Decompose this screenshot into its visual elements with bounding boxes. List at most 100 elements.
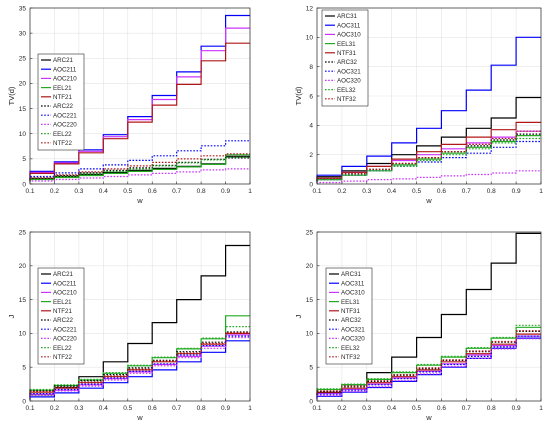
- legend-entry: ARC32: [337, 59, 358, 66]
- legend-entry: AOC310: [341, 290, 365, 297]
- series-line-aoc220: [29, 168, 250, 183]
- legend-entry: EEL21: [53, 299, 72, 306]
- axes-box: [29, 231, 251, 402]
- y-tick-label: 20: [306, 263, 314, 270]
- legend-entry: AOC320: [341, 336, 365, 343]
- x-tick-label: 0.7: [462, 188, 471, 195]
- y-tick-label: 5: [22, 156, 26, 163]
- x-tick-label: 0.3: [362, 405, 371, 412]
- series-line-aoc311: [316, 36, 541, 180]
- x-tick-label: 0.9: [512, 405, 521, 412]
- x-tick-label: 0.3: [74, 405, 83, 412]
- y-tick-label: 0: [309, 398, 313, 405]
- legend-entry: EEL22: [53, 131, 72, 138]
- y-tick-label: 10: [19, 331, 27, 338]
- legend-entry: AOC321: [341, 326, 365, 333]
- y-tick-label: 2: [309, 152, 313, 159]
- legend-entry: AOC210: [53, 290, 77, 297]
- series-line-arc22: [29, 331, 250, 395]
- legend-entry: NTF22: [53, 354, 72, 361]
- x-tick-label: 0.1: [312, 188, 321, 195]
- x-tick-label: 0.4: [99, 405, 108, 412]
- chart-panel-4: 0.1 0.2 0.3 0.4 0.5 0.6 0.7 0.8 0.9 10510152025wJ…: [294, 229, 543, 422]
- y-tick-label: 15: [19, 106, 27, 113]
- legend-entry: EEL31: [341, 299, 360, 306]
- y-tick-label: 4: [309, 123, 313, 130]
- y-tick-label: 10: [306, 331, 314, 338]
- series-group: [29, 244, 250, 400]
- x-tick-label: 0.3: [74, 188, 83, 195]
- series-line-aoc320: [316, 338, 541, 399]
- x-tick-label: 0.8: [197, 405, 206, 412]
- legend-entry: ARC31: [341, 271, 362, 278]
- x-tick-label: 1: [539, 405, 543, 412]
- x-tick-label: 0.4: [99, 188, 108, 195]
- legend: ARC31 AOC311 AOC310 EEL31 NTF31 ARC32 AOC321 AO…: [321, 9, 369, 107]
- series-group: [29, 14, 250, 183]
- axes-box: [29, 7, 251, 185]
- x-axis-label: w: [136, 196, 143, 205]
- x-tick-label: 0.6: [148, 188, 157, 195]
- legend-entry: EEL22: [53, 345, 72, 352]
- x-tick-label: 0.5: [412, 405, 421, 412]
- x-tick-label: 0.9: [512, 188, 521, 195]
- legend-entry: EEL21: [53, 85, 72, 92]
- legend-entry: AOC210: [53, 76, 77, 83]
- legend-entry: AOC220: [53, 122, 77, 129]
- x-tick-label: 0.8: [487, 188, 496, 195]
- legend-entry: NTF31: [341, 308, 360, 315]
- y-tick-label: 35: [19, 5, 27, 12]
- x-tick-label: 0.5: [123, 405, 132, 412]
- series-line-ntf21: [29, 42, 250, 180]
- x-axis-label: w: [425, 413, 432, 422]
- series-line-eel32: [316, 324, 541, 393]
- series-group: [316, 232, 541, 400]
- x-tick-label: 0.4: [387, 188, 396, 195]
- x-tick-label: 0.1: [25, 188, 34, 195]
- y-tick-label: 12: [306, 5, 314, 12]
- chart-panel-2: 0.1 0.2 0.3 0.4 0.5 0.6 0.7 0.8 0.9 1024681012wTV…: [294, 5, 543, 205]
- series-line-aoc320: [316, 170, 541, 184]
- x-tick-label: 0.8: [197, 188, 206, 195]
- y-axis-label: J: [7, 314, 16, 318]
- legend-entry: AOC211: [53, 66, 77, 73]
- x-tick-label: 0.5: [412, 188, 421, 195]
- x-tick-label: 0.6: [437, 405, 446, 412]
- legend-entry: AOC221: [53, 326, 77, 333]
- chart-panel-3: 0.1 0.2 0.3 0.4 0.5 0.6 0.7 0.8 0.9 10510152025wJ…: [7, 229, 252, 422]
- y-tick-label: 8: [309, 64, 313, 71]
- legend-entry: EEL31: [337, 41, 356, 48]
- series-line-eel32: [316, 137, 541, 183]
- legend-entry: NTF22: [53, 140, 72, 147]
- legend-entry: NTF21: [53, 94, 72, 101]
- x-tick-label: 0.2: [50, 188, 59, 195]
- legend: ARC31 AOC311 AOC310 EEL31 NTF31 ARC32 AOC321 AO…: [325, 267, 373, 365]
- y-tick-label: 6: [309, 93, 313, 100]
- x-tick-label: 0.7: [462, 405, 471, 412]
- y-tick-label: 10: [306, 35, 314, 42]
- y-tick-label: 25: [19, 229, 27, 236]
- legend-entry: AOC310: [337, 32, 361, 39]
- legend-entry: AOC220: [53, 336, 77, 343]
- x-tick-label: 0.6: [437, 188, 446, 195]
- y-tick-label: 25: [19, 56, 27, 63]
- legend-entry: AOC311: [337, 22, 361, 29]
- x-tick-label: 0.4: [387, 405, 396, 412]
- x-tick-label: 0.1: [312, 405, 321, 412]
- x-tick-label: 1: [539, 188, 543, 195]
- legend-entry: ARC32: [341, 317, 362, 324]
- x-tick-label: 0.7: [172, 188, 181, 195]
- series-line-ntf31: [316, 121, 541, 182]
- y-tick-label: 5: [22, 365, 26, 372]
- y-axis-label: TV(d): [7, 86, 16, 105]
- y-tick-label: 20: [19, 81, 27, 88]
- legend-entry: AOC221: [53, 112, 77, 119]
- x-tick-label: 0.5: [123, 188, 132, 195]
- y-tick-label: 0: [22, 398, 26, 405]
- legend-entry: EEL32: [337, 87, 356, 94]
- ticks: 0.1 0.2 0.3 0.4 0.5 0.6 0.7 0.8 0.9 1051015202530…: [19, 5, 252, 195]
- legend-entry: AOC211: [53, 280, 77, 287]
